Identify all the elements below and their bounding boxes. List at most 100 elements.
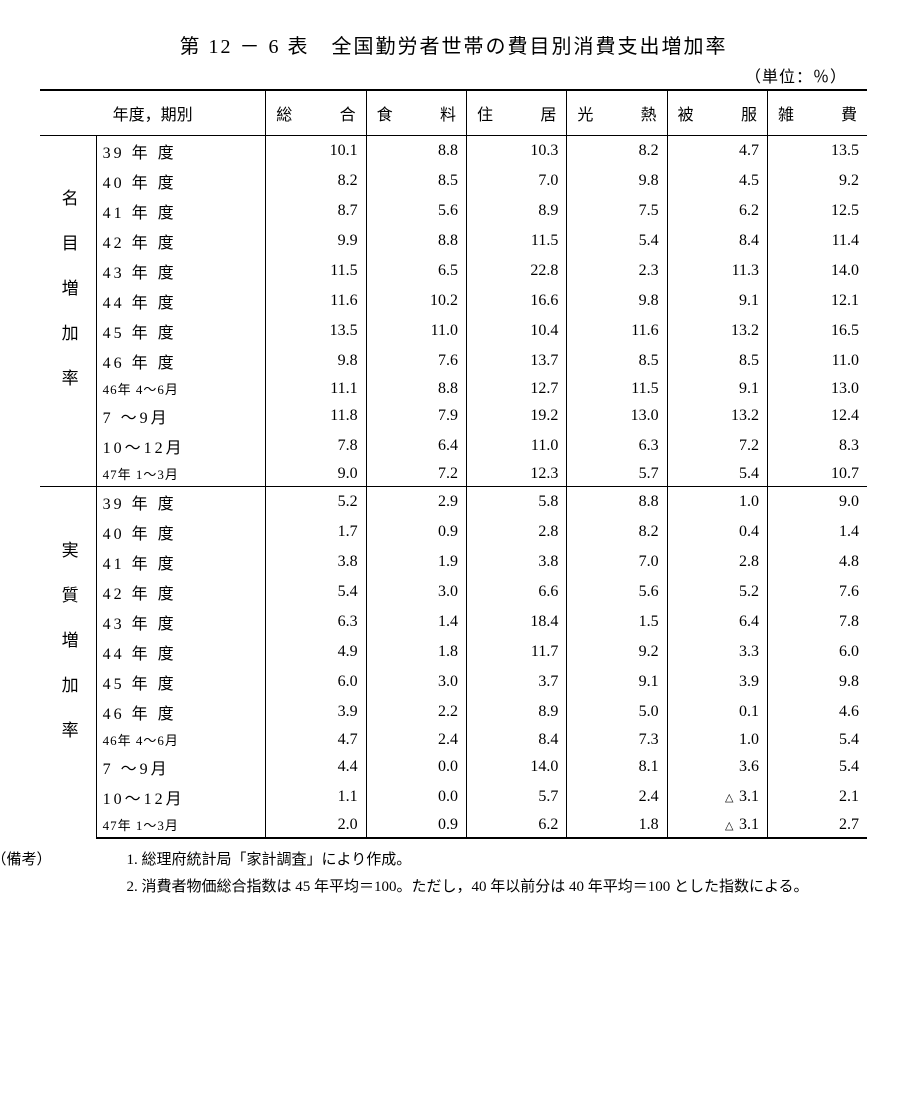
note-text-1: 1. 総理府統計局「家計調査」により作成。: [127, 852, 412, 868]
cell-value: 1.4: [366, 607, 466, 637]
cell-value: 5.4: [667, 461, 767, 487]
cell-value: 4.6: [768, 697, 867, 727]
cell-value: 7.5: [567, 196, 667, 226]
cell-value: 10.1: [266, 136, 366, 167]
cell-value: 9.8: [567, 166, 667, 196]
cell-value: 4.4: [266, 752, 366, 782]
cell-value: 2.8: [667, 547, 767, 577]
cell-value: 12.1: [768, 286, 867, 316]
header-col-0: 総合: [266, 90, 366, 136]
cell-value: 7.2: [667, 431, 767, 461]
cell-value: 2.0: [266, 812, 366, 838]
cell-value: 0.0: [366, 782, 466, 812]
cell-value: 7.9: [366, 401, 466, 431]
cell-value: △3.1: [667, 812, 767, 838]
cell-value: 3.0: [366, 577, 466, 607]
cell-value: 5.6: [567, 577, 667, 607]
cell-value: 7.0: [567, 547, 667, 577]
table-row: 名目増加率39 年 度10.18.810.38.24.713.5: [40, 136, 867, 167]
cell-value: 13.5: [768, 136, 867, 167]
cell-value: 6.2: [466, 812, 566, 838]
cell-value: 11.7: [466, 637, 566, 667]
cell-value: 7.6: [366, 346, 466, 376]
cell-value: 3.8: [266, 547, 366, 577]
cell-value: 7.2: [366, 461, 466, 487]
cell-value: 3.8: [466, 547, 566, 577]
row-period: 40 年 度: [96, 166, 266, 196]
note-text-2: 2. 消費者物価総合指数は 45 年平均＝100。ただし，40 年以前分は 40…: [127, 879, 809, 895]
cell-value: 12.4: [768, 401, 867, 431]
table-row: 10～12月1.10.05.72.4△3.12.1: [40, 782, 867, 812]
table-row: 40 年 度8.28.57.09.84.59.2: [40, 166, 867, 196]
cell-value: 10.3: [466, 136, 566, 167]
cell-value: 0.0: [366, 752, 466, 782]
cell-value: 0.4: [667, 517, 767, 547]
cell-value: 8.5: [667, 346, 767, 376]
cell-value: 5.7: [466, 782, 566, 812]
table-body: 名目増加率39 年 度10.18.810.38.24.713.540 年 度8.…: [40, 136, 867, 839]
cell-value: 9.0: [768, 487, 867, 518]
cell-value: 9.8: [567, 286, 667, 316]
row-period: 46 年 度: [96, 346, 266, 376]
header-col-1: 食料: [366, 90, 466, 136]
cell-value: 3.7: [466, 667, 566, 697]
table-title: 第 12 － 6 表 全国勤労者世帯の費目別消費支出増加率: [40, 30, 867, 59]
cell-value: 8.1: [567, 752, 667, 782]
cell-value: 10.2: [366, 286, 466, 316]
cell-value: 6.0: [768, 637, 867, 667]
cell-value: 8.7: [266, 196, 366, 226]
cell-value: 2.9: [366, 487, 466, 518]
table-row: 7 ～9月11.87.919.213.013.212.4: [40, 401, 867, 431]
cell-value: 8.2: [567, 136, 667, 167]
cell-value: 9.9: [266, 226, 366, 256]
cell-value: 9.8: [768, 667, 867, 697]
row-period: 47年 1～3月: [96, 461, 266, 487]
cell-value: 8.8: [567, 487, 667, 518]
notes: （備考）1. 総理府統計局「家計調査」により作成。 2. 消費者物価総合指数は …: [40, 847, 867, 901]
cell-value: 9.1: [667, 286, 767, 316]
cell-value: 8.3: [768, 431, 867, 461]
cell-value: 8.5: [567, 346, 667, 376]
cell-value: 7.0: [466, 166, 566, 196]
row-period: 44 年 度: [96, 286, 266, 316]
header-col-5: 雑費: [768, 90, 867, 136]
row-period: 42 年 度: [96, 226, 266, 256]
cell-value: 10.4: [466, 316, 566, 346]
cell-value: 8.5: [366, 166, 466, 196]
header-col-3: 光熱: [567, 90, 667, 136]
cell-value: 6.4: [366, 431, 466, 461]
table-row: 7 ～9月4.40.014.08.13.65.4: [40, 752, 867, 782]
cell-value: 2.4: [366, 727, 466, 752]
cell-value: 6.3: [567, 431, 667, 461]
table-row: 42 年 度5.43.06.65.65.27.6: [40, 577, 867, 607]
cell-value: 5.4: [266, 577, 366, 607]
row-period: 39 年 度: [96, 487, 266, 518]
cell-value: 4.7: [667, 136, 767, 167]
table-row: 47年 1～3月9.07.212.35.75.410.7: [40, 461, 867, 487]
cell-value: 2.3: [567, 256, 667, 286]
cell-value: 4.5: [667, 166, 767, 196]
cell-value: 9.2: [768, 166, 867, 196]
cell-value: 4.8: [768, 547, 867, 577]
row-period: 45 年 度: [96, 316, 266, 346]
cell-value: 4.9: [266, 637, 366, 667]
cell-value: 13.5: [266, 316, 366, 346]
cell-value: 14.0: [768, 256, 867, 286]
table-row: 10～12月7.86.411.06.37.28.3: [40, 431, 867, 461]
cell-value: 2.7: [768, 812, 867, 838]
cell-value: 2.1: [768, 782, 867, 812]
cell-value: 13.7: [466, 346, 566, 376]
header-row: 年度，期別 総合 食料 住居 光熱 被服 雑費: [40, 90, 867, 136]
notes-lead: （備考）: [59, 847, 127, 874]
cell-value: 5.4: [768, 727, 867, 752]
cell-value: 0.9: [366, 517, 466, 547]
table-row: 43 年 度6.31.418.41.56.47.8: [40, 607, 867, 637]
cell-value: 8.9: [466, 697, 566, 727]
cell-value: 3.9: [667, 667, 767, 697]
cell-value: 1.9: [366, 547, 466, 577]
cell-value: 5.2: [266, 487, 366, 518]
row-period: 44 年 度: [96, 637, 266, 667]
unit-label: （単位：％）: [40, 63, 867, 87]
row-period: 46 年 度: [96, 697, 266, 727]
cell-value: 12.5: [768, 196, 867, 226]
